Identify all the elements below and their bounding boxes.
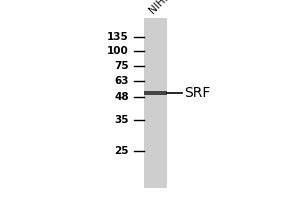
- Text: 48: 48: [114, 92, 129, 102]
- Text: 75: 75: [114, 61, 129, 71]
- Text: NIH3T3: NIH3T3: [147, 0, 182, 15]
- Text: SRF: SRF: [184, 86, 211, 100]
- Text: 35: 35: [115, 115, 129, 125]
- Text: 25: 25: [115, 146, 129, 156]
- Bar: [144, 18, 167, 188]
- Text: 63: 63: [115, 76, 129, 86]
- Bar: [144, 91, 167, 95]
- Text: 100: 100: [107, 46, 129, 56]
- Text: 135: 135: [107, 32, 129, 42]
